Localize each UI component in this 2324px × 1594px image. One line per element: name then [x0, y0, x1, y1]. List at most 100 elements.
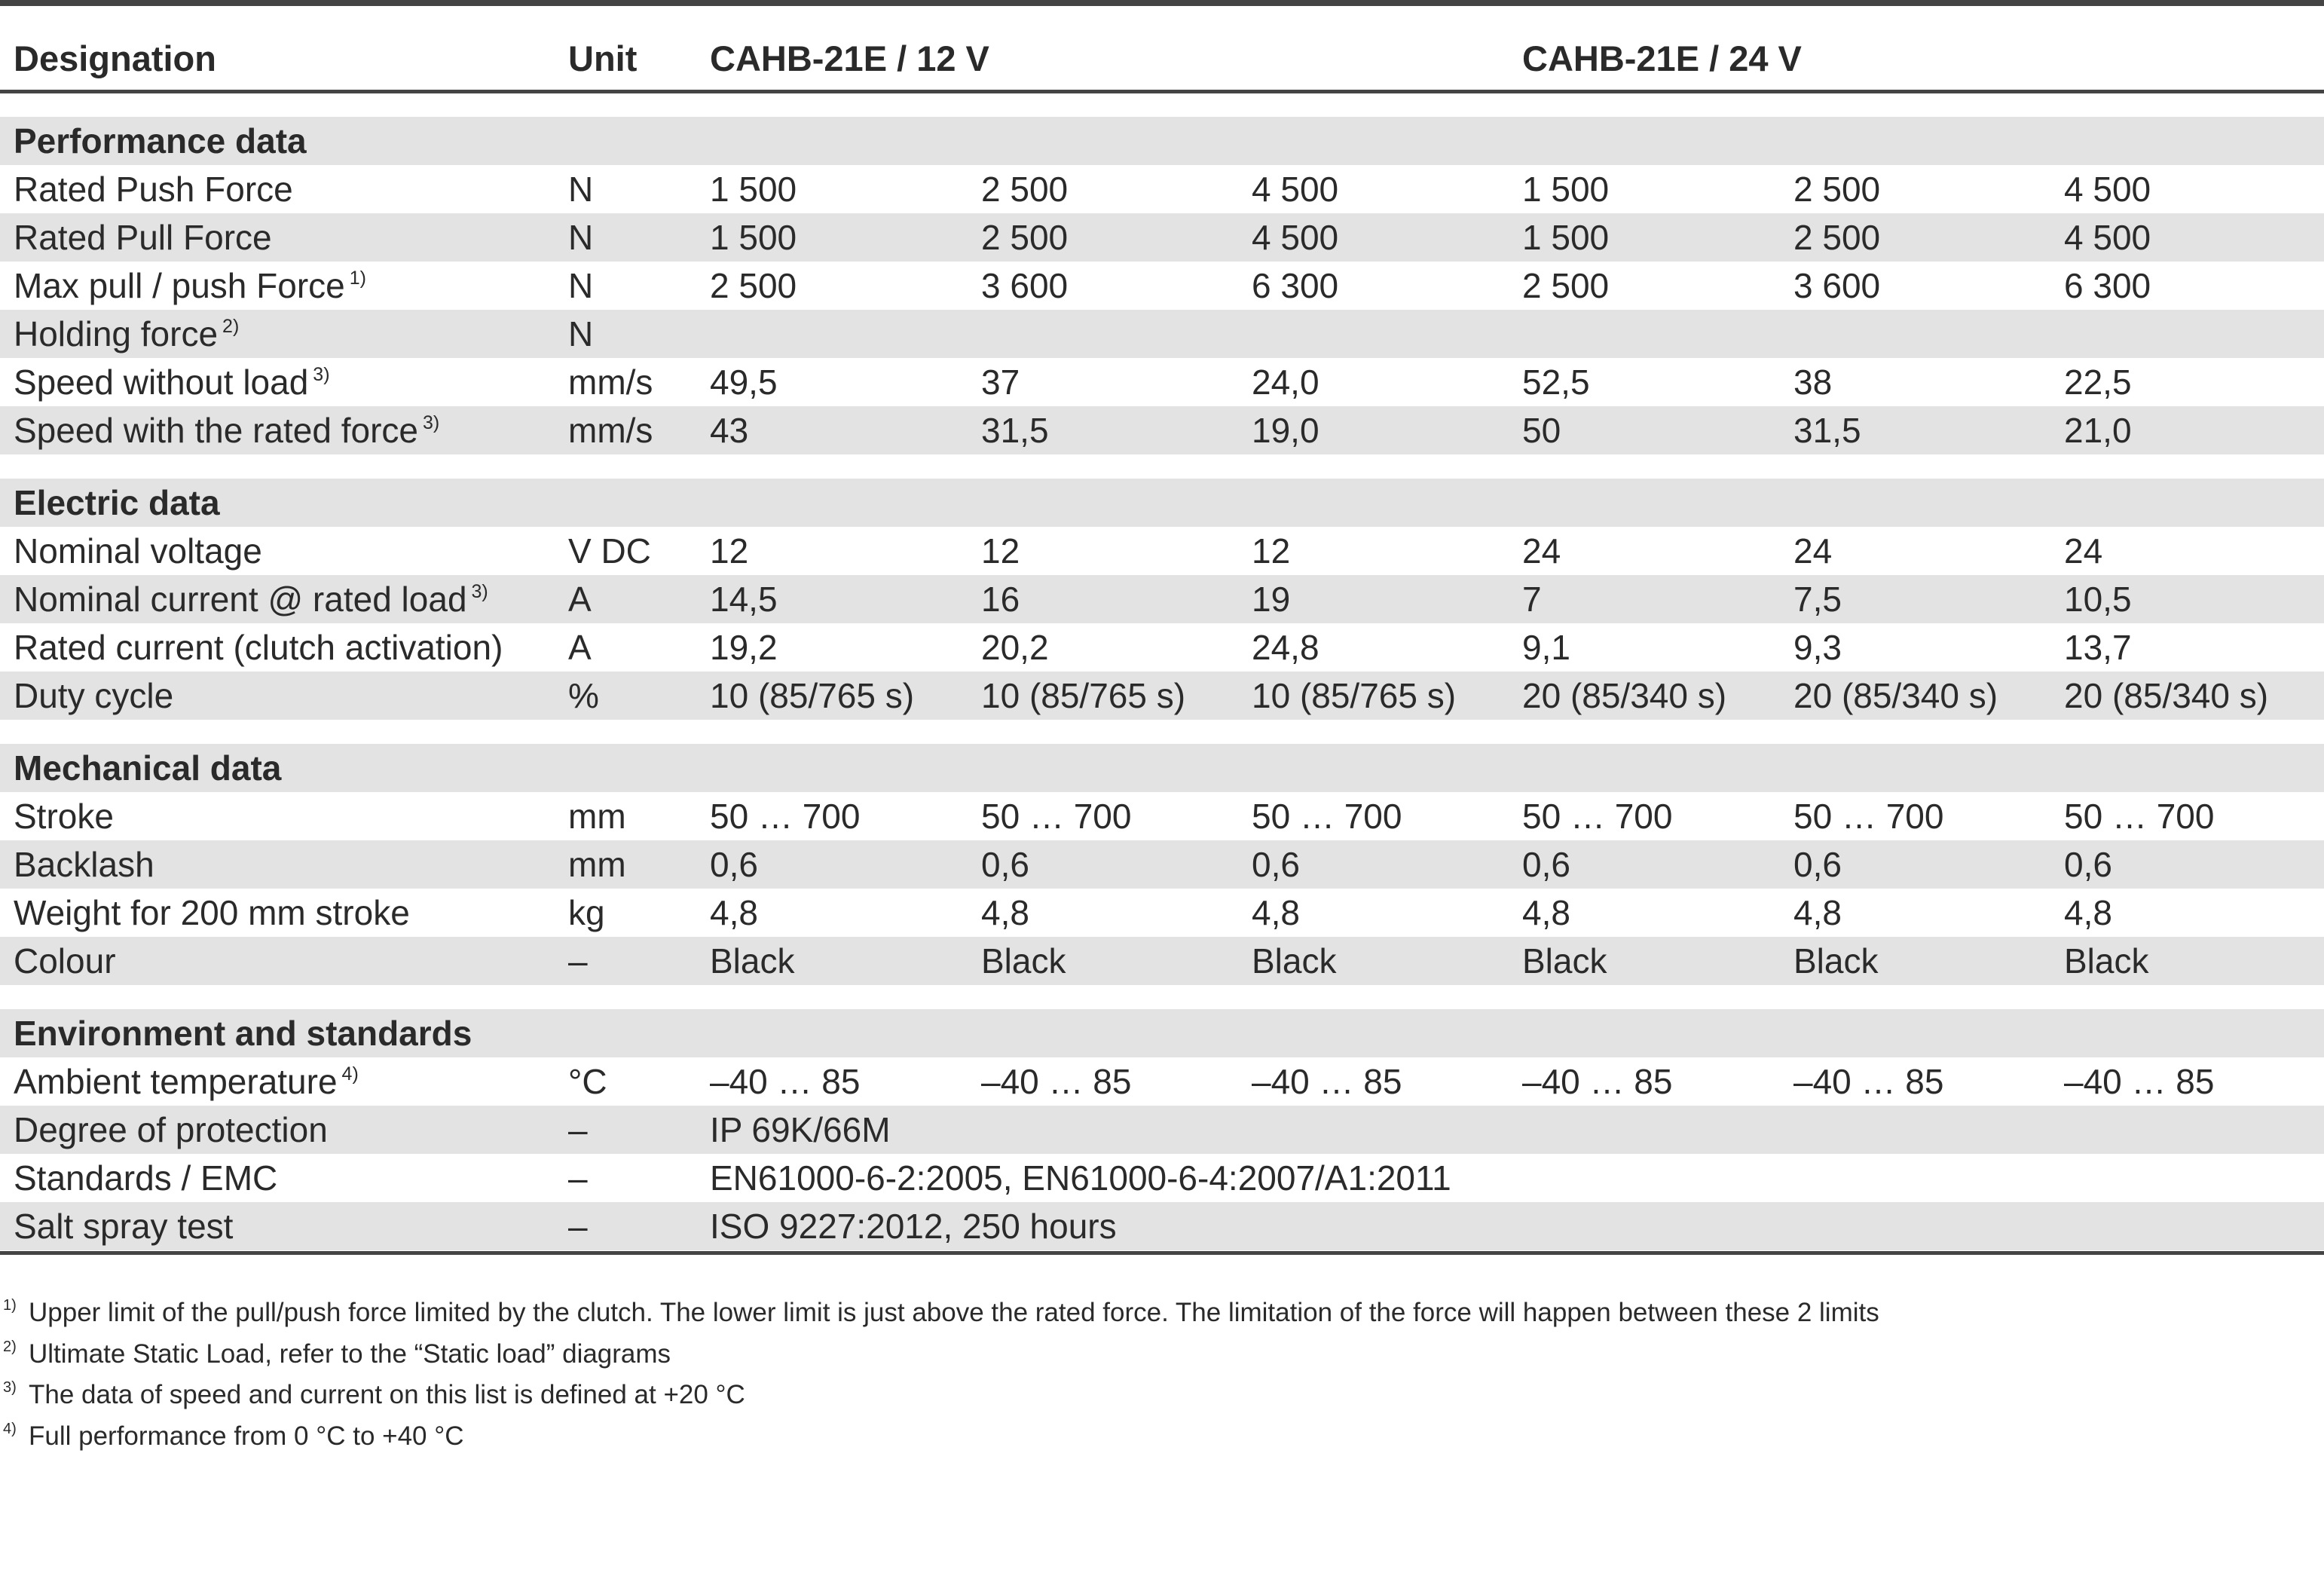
table-top-rule	[0, 0, 2324, 6]
value-cell: ISO 9227:2012, 250 hours	[710, 1207, 1117, 1246]
footnote-ref: 3)	[471, 581, 488, 602]
value-cell: 43	[710, 411, 749, 450]
section-title: Environment and standards	[14, 1014, 472, 1053]
value-cell: 19,0	[1252, 411, 1319, 450]
row-unit: N	[568, 170, 594, 209]
value-cell: 2 500	[981, 170, 1069, 209]
value-cell: 4,8	[981, 893, 1029, 932]
value-cell: 38	[1793, 363, 1833, 402]
value-cell: 20 (85/340 s)	[1522, 676, 1727, 715]
row-label: Standards / EMC	[14, 1154, 277, 1202]
footnote-ref: 1)	[349, 268, 366, 289]
table-row: Holding force 2) N	[0, 310, 2324, 358]
value-cell: 2 500	[981, 218, 1069, 257]
value-cell: 50 … 700	[710, 797, 861, 836]
value-cell: 6 300	[1252, 266, 1339, 305]
value-cell: 20,2	[981, 628, 1049, 667]
value-cell: 9,3	[1793, 628, 1842, 667]
section-header-row: Performance data	[0, 117, 2324, 165]
row-label: Max pull / push Force 1)	[14, 262, 366, 310]
value-cell: EN61000-6-2:2005, EN61000-6-4:2007/A1:20…	[710, 1158, 1451, 1198]
value-cell: 0,6	[1793, 845, 1842, 884]
row-label: Stroke	[14, 792, 114, 840]
row-label-text: Standards / EMC	[14, 1158, 278, 1198]
value-cell: 4,8	[710, 893, 758, 932]
table-row: Rated current (clutch activation) A 19,2 20…	[0, 623, 2324, 672]
table-header: Designation Unit CAHB-21E / 12 V CAHB-21…	[0, 6, 2324, 90]
value-cell: 1 500	[710, 170, 797, 209]
section-title: Electric data	[14, 483, 220, 522]
row-label-text: Rated Push Force	[14, 170, 293, 209]
header-group-24v: CAHB-21E / 24 V	[1522, 38, 1802, 78]
value-cell: 24	[1522, 531, 1561, 571]
row-label-text: Speed with the rated force	[14, 411, 418, 450]
value-cell: –40 … 85	[981, 1062, 1132, 1101]
row-label: Rated current (clutch activation)	[14, 623, 503, 672]
table-row: Backlash mm 0,6 0,6 0,6 0,6 0,6 0,6	[0, 840, 2324, 889]
value-cell: 3 600	[1793, 266, 1881, 305]
value-cell: 9,1	[1522, 628, 1570, 667]
value-cell: 2 500	[1793, 218, 1881, 257]
value-cell: 22,5	[2064, 363, 2132, 402]
footnote-text: Full performance from 0 °C to +40 °C	[29, 1421, 464, 1451]
value-cell: 7	[1522, 580, 1542, 619]
row-label: Speed without load 3)	[14, 358, 330, 406]
row-label: Holding force 2)	[14, 310, 239, 358]
value-cell: 4 500	[1252, 170, 1339, 209]
value-cell: 14,5	[710, 580, 778, 619]
value-cell: 0,6	[710, 845, 758, 884]
row-label-text: Weight for 200 mm stroke	[14, 893, 410, 932]
row-unit: mm	[568, 845, 626, 884]
row-label: Rated Push Force	[14, 165, 293, 213]
row-unit: kg	[568, 893, 605, 932]
row-label: Salt spray test	[14, 1202, 233, 1250]
value-cell: 10 (85/765 s)	[981, 676, 1186, 715]
value-cell: Black	[710, 941, 795, 981]
value-cell: 50 … 700	[2064, 797, 2215, 836]
value-cell: 12	[1252, 531, 1291, 571]
row-unit: –	[568, 1158, 588, 1198]
value-cell: 16	[981, 580, 1020, 619]
table-row: Max pull / push Force 1) N 2 500 3 600 6 300 2…	[0, 262, 2324, 310]
value-cell: Black	[2064, 941, 2149, 981]
row-unit: mm/s	[568, 363, 653, 402]
row-unit: mm/s	[568, 411, 653, 450]
row-label-text: Stroke	[14, 797, 114, 836]
value-cell: 10 (85/765 s)	[710, 676, 915, 715]
row-label-text: Backlash	[14, 845, 154, 884]
footnote-text: Ultimate Static Load, refer to the “Stat…	[29, 1339, 671, 1369]
value-cell: 31,5	[1793, 411, 1861, 450]
value-cell: 7,5	[1793, 580, 1842, 619]
value-cell: 50 … 700	[1252, 797, 1402, 836]
row-label: Duty cycle	[14, 672, 173, 720]
footnote-text: Upper limit of the pull/push force limit…	[29, 1298, 1879, 1327]
section-header-row: Mechanical data	[0, 744, 2324, 792]
row-label: Degree of protection	[14, 1106, 328, 1154]
row-unit: A	[568, 628, 592, 667]
header-designation: Designation	[14, 38, 216, 78]
table-row: Standards / EMC – EN61000-6-2:2005, EN6100…	[0, 1154, 2324, 1202]
value-cell: 0,6	[1522, 845, 1570, 884]
value-cell: Black	[1252, 941, 1337, 981]
footnote-text: The data of speed and current on this li…	[29, 1380, 745, 1409]
header-unit: Unit	[568, 38, 638, 78]
value-cell: 50	[1522, 411, 1561, 450]
table-row: Salt spray test – ISO 9227:2012, 250 hours	[0, 1202, 2324, 1250]
value-cell: 19	[1252, 580, 1291, 619]
value-cell: –40 … 85	[1252, 1062, 1402, 1101]
table-row: Degree of protection – IP 69K/66M	[0, 1106, 2324, 1154]
row-label: Nominal current @ rated load 3)	[14, 575, 488, 623]
value-cell: 12	[710, 531, 749, 571]
footnote-ref: 4)	[341, 1063, 359, 1085]
table-row: Duty cycle% 10 (85/765 s) 10 (85/765 s) 10 …	[0, 672, 2324, 720]
value-cell: 1 500	[1522, 170, 1610, 209]
row-label: Colour	[14, 937, 116, 985]
value-cell: IP 69K/66M	[710, 1110, 891, 1149]
row-label-text: Holding force	[14, 314, 219, 353]
row-label-text: Ambient temperature	[14, 1062, 338, 1101]
value-cell: 4,8	[2064, 893, 2112, 932]
row-label-text: Rated Pull Force	[14, 218, 272, 257]
row-label-text: Duty cycle	[14, 676, 174, 715]
section-header-row: Electric data	[0, 479, 2324, 527]
value-cell: 12	[981, 531, 1020, 571]
